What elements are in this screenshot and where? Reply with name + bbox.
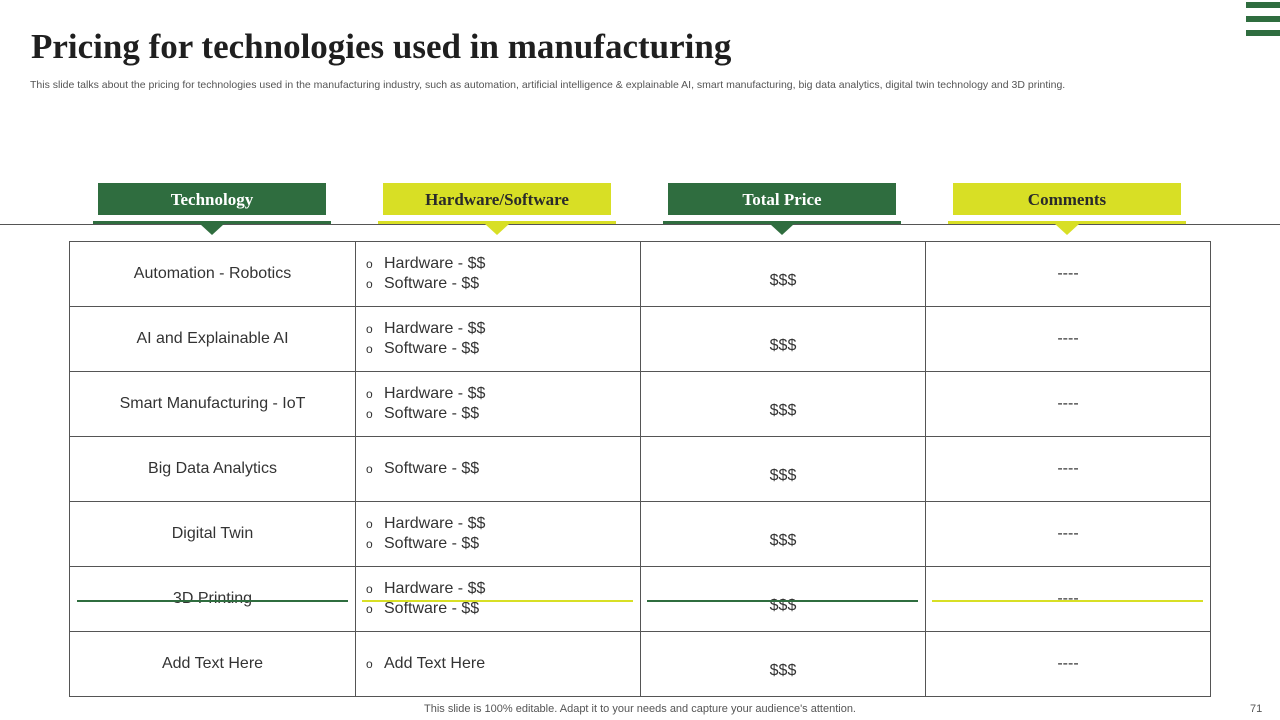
comments-cell: ----	[925, 566, 1211, 632]
hardware-software-item: o Software - $$	[366, 339, 640, 359]
technology-cell: 3D Printing	[69, 566, 356, 632]
column-header-comments-label: Comments	[953, 183, 1181, 215]
column-header-hardware-software-label: Hardware/Software	[383, 183, 611, 215]
bullet-icon: o	[366, 517, 373, 531]
bullet-icon: o	[366, 602, 373, 616]
total-price-cell: $$$	[640, 501, 926, 567]
menu-bars-icon	[1246, 2, 1280, 44]
hardware-software-item-text: Software - $$	[384, 275, 480, 292]
down-triangle-icon	[200, 224, 224, 235]
table-bottom-accent	[932, 600, 1203, 602]
table-row: Smart Manufacturing - IoT o Hardware - $$ o…	[69, 371, 1211, 437]
page-title: Pricing for technologies used in manufac…	[31, 27, 732, 66]
technology-cell: AI and Explainable AI	[69, 306, 356, 372]
total-price-cell: $$$	[640, 306, 926, 372]
down-triangle-icon	[1055, 224, 1079, 235]
hardware-software-item: o Software - $$	[366, 599, 640, 619]
hardware-software-item-text: Software - $$	[384, 460, 480, 477]
bullet-icon: o	[366, 257, 373, 271]
hardware-software-item: o Hardware - $$	[366, 384, 640, 404]
comments-cell: ----	[925, 436, 1211, 502]
hardware-software-item-text: Software - $$	[384, 600, 480, 617]
bullet-icon: o	[366, 657, 373, 671]
total-price-cell: $$$	[640, 371, 926, 437]
hardware-software-item: o Hardware - $$	[366, 514, 640, 534]
hardware-software-item-text: Hardware - $$	[384, 515, 486, 532]
hardware-software-cell: o Add Text Here	[355, 631, 641, 697]
hardware-software-item: o Software - $$	[366, 534, 640, 554]
pricing-table-body: Automation - Robotics o Hardware - $$ o Soft…	[69, 241, 1211, 697]
down-triangle-icon	[485, 224, 509, 235]
table-row: 3D Printing o Hardware - $$ o Software - $$ $…	[69, 566, 1211, 632]
total-price-cell: $$$	[640, 241, 926, 307]
bullet-icon: o	[366, 407, 373, 421]
hardware-software-cell: o Software - $$	[355, 436, 641, 502]
hardware-software-cell: o Hardware - $$ o Software - $$	[355, 241, 641, 307]
hardware-software-item-text: Hardware - $$	[384, 320, 486, 337]
technology-cell: Automation - Robotics	[69, 241, 356, 307]
table-bottom-accent	[362, 600, 633, 602]
bullet-icon: o	[366, 342, 373, 356]
hardware-software-item: o Hardware - $$	[366, 254, 640, 274]
header-underline	[378, 221, 616, 224]
total-price-cell: $$$	[640, 436, 926, 502]
table-row: AI and Explainable AI o Hardware - $$ o Soft…	[69, 306, 1211, 372]
hardware-software-item-text: Software - $$	[384, 535, 480, 552]
table-bottom-accent	[647, 600, 918, 602]
hardware-software-cell: o Hardware - $$ o Software - $$	[355, 566, 641, 632]
column-header-technology-label: Technology	[98, 183, 326, 215]
technology-cell: Big Data Analytics	[69, 436, 356, 502]
column-header-hardware-software: Hardware/Software	[378, 183, 616, 235]
hardware-software-item: o Hardware - $$	[366, 579, 640, 599]
table-bottom-accent	[77, 600, 348, 602]
table-row: Big Data Analytics o Software - $$ $$$ ----	[69, 436, 1211, 502]
comments-cell: ----	[925, 371, 1211, 437]
technology-cell: Smart Manufacturing - IoT	[69, 371, 356, 437]
header-underline	[948, 221, 1186, 224]
column-header-technology: Technology	[93, 183, 331, 235]
hardware-software-item-text: Software - $$	[384, 340, 480, 357]
header-underline	[93, 221, 331, 224]
total-price-cell: $$$	[640, 631, 926, 697]
bullet-icon: o	[366, 387, 373, 401]
column-header-total-price-label: Total Price	[668, 183, 896, 215]
hardware-software-item: o Hardware - $$	[366, 319, 640, 339]
footer-note: This slide is 100% editable. Adapt it to…	[424, 703, 856, 715]
comments-cell: ----	[925, 631, 1211, 697]
comments-cell: ----	[925, 241, 1211, 307]
table-row: Digital Twin o Hardware - $$ o Software - $$…	[69, 501, 1211, 567]
pricing-table: Automation - Robotics o Hardware - $$ o Soft…	[69, 241, 1211, 697]
hardware-software-cell: o Hardware - $$ o Software - $$	[355, 306, 641, 372]
header-underline	[663, 221, 901, 224]
hardware-software-item: o Software - $$	[366, 274, 640, 294]
down-triangle-icon	[770, 224, 794, 235]
hardware-software-item-text: Software - $$	[384, 405, 480, 422]
hardware-software-cell: o Hardware - $$ o Software - $$	[355, 371, 641, 437]
hardware-software-item-text: Hardware - $$	[384, 385, 486, 402]
bullet-icon: o	[366, 277, 373, 291]
bullet-icon: o	[366, 582, 373, 596]
table-row: Add Text Here o Add Text Here $$$ ----	[69, 631, 1211, 697]
technology-cell: Digital Twin	[69, 501, 356, 567]
bullet-icon: o	[366, 322, 373, 336]
page-number: 71	[1250, 703, 1263, 715]
hardware-software-item: o Software - $$	[366, 459, 640, 479]
comments-cell: ----	[925, 501, 1211, 567]
hardware-software-item-text: Hardware - $$	[384, 255, 486, 272]
total-price-cell: $$$	[640, 566, 926, 632]
bullet-icon: o	[366, 462, 373, 476]
hardware-software-item-text: Hardware - $$	[384, 580, 486, 597]
comments-cell: ----	[925, 306, 1211, 372]
page-subtitle: This slide talks about the pricing for t…	[30, 79, 1066, 91]
hardware-software-item: o Add Text Here	[366, 654, 640, 674]
table-row: Automation - Robotics o Hardware - $$ o Soft…	[69, 241, 1211, 307]
hardware-software-item: o Software - $$	[366, 404, 640, 424]
header-divider-line	[0, 224, 1280, 225]
hardware-software-cell: o Hardware - $$ o Software - $$	[355, 501, 641, 567]
bullet-icon: o	[366, 537, 373, 551]
hardware-software-item-text: Add Text Here	[384, 655, 486, 672]
column-header-total-price: Total Price	[663, 183, 901, 235]
technology-cell: Add Text Here	[69, 631, 356, 697]
column-header-comments: Comments	[948, 183, 1186, 235]
